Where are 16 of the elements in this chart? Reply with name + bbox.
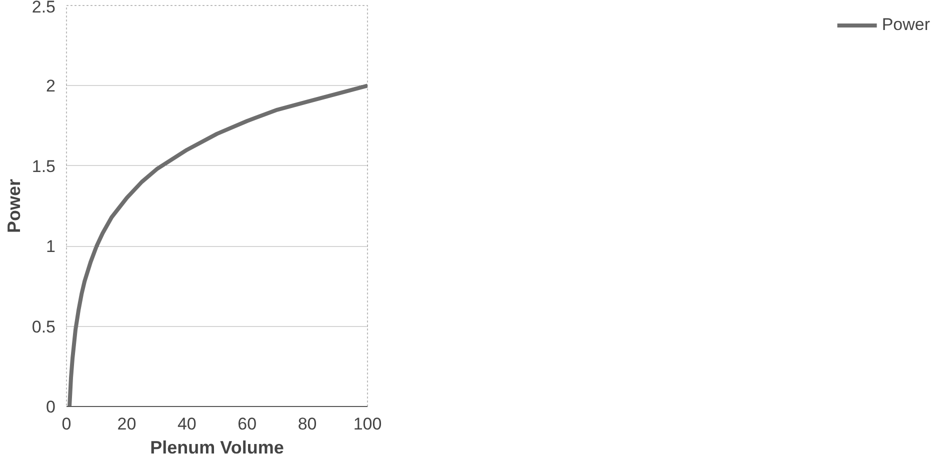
- line-series: [68, 84, 368, 406]
- y-tick-label: 1.5: [32, 156, 56, 176]
- x-tick-label: 0: [62, 414, 72, 434]
- y-tick-label: 2.5: [32, 0, 56, 16]
- y-tick-label: 0.5: [32, 317, 56, 336]
- x-tick-label: 100: [353, 414, 382, 434]
- x-tick-label: 20: [117, 414, 136, 434]
- y-tick-label: 0: [46, 398, 56, 416]
- y-tick-label: 2: [46, 76, 56, 96]
- x-axis-title: Plenum Volume: [150, 438, 284, 458]
- x-tick-label: 80: [298, 414, 317, 434]
- x-tick-label: 40: [177, 414, 196, 434]
- legend-label: Power: [882, 15, 930, 35]
- y-tick-label: 1: [46, 237, 56, 256]
- x-tick-label: 60: [238, 414, 257, 434]
- y-axis-title: Power: [4, 178, 24, 234]
